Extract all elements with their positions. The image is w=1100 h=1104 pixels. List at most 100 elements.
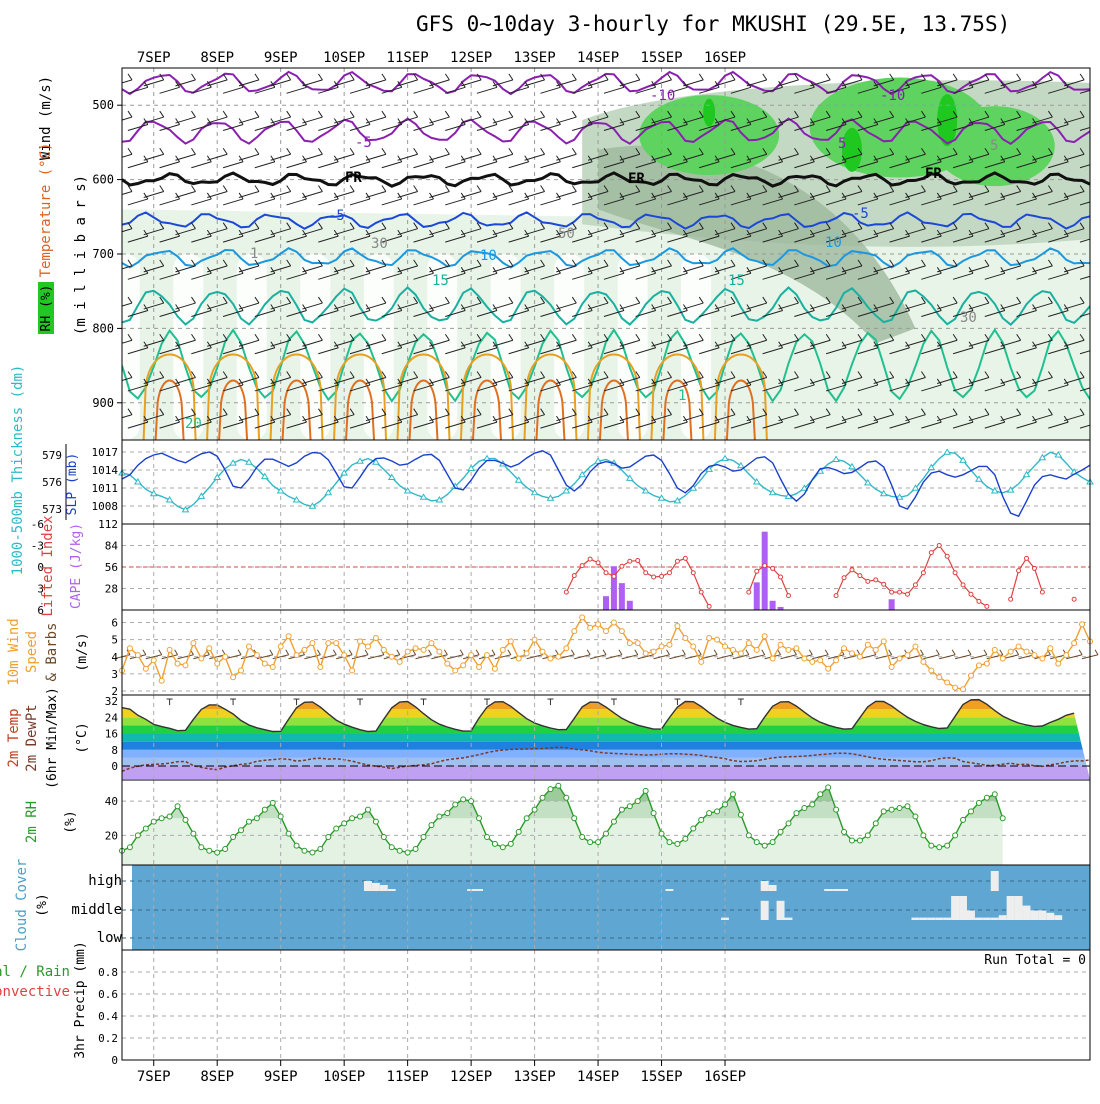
wind-barb xyxy=(572,86,593,94)
wind-barb xyxy=(793,649,797,656)
wind-barb xyxy=(1063,302,1085,310)
wind-barb xyxy=(730,73,736,81)
wind-barb xyxy=(809,229,815,237)
wind-barb xyxy=(984,148,990,155)
wind-speed-line-point xyxy=(825,665,832,672)
temp-band xyxy=(122,725,1090,734)
wind-barb xyxy=(1079,334,1085,341)
wind-barb xyxy=(492,228,513,236)
wind-barb xyxy=(191,334,196,341)
wind-barb xyxy=(222,334,228,341)
wind-barb xyxy=(1016,222,1022,229)
wind-barb xyxy=(365,377,387,384)
wind-barb xyxy=(1096,156,1100,162)
rh2m-line-point xyxy=(174,803,181,810)
wind-barb xyxy=(492,191,513,198)
wind-barb xyxy=(1016,334,1022,341)
wind-barb xyxy=(1016,408,1022,415)
wind-barb xyxy=(508,347,529,355)
wind-barb xyxy=(524,341,530,348)
rh2m-line-point xyxy=(547,786,554,793)
wind-barb xyxy=(841,229,847,237)
wind-barb xyxy=(302,155,307,162)
wind-barb xyxy=(270,153,291,161)
wind-barb xyxy=(444,259,450,267)
wind-barb xyxy=(460,415,466,423)
wind-barb xyxy=(1016,161,1037,169)
wind-barb xyxy=(699,198,720,206)
wind-barb xyxy=(637,654,654,660)
wind-barb xyxy=(936,341,942,348)
wind-barb xyxy=(889,347,910,355)
wind-barb xyxy=(730,198,752,206)
wind-barb xyxy=(730,110,736,118)
wind-barb xyxy=(873,265,894,273)
wind-barb xyxy=(318,124,339,131)
rh2m-line-point xyxy=(293,842,300,849)
wind-barb xyxy=(1048,161,1069,169)
wind-barb xyxy=(333,192,339,200)
cape-tick-label: 28 xyxy=(105,583,118,596)
wind-barb xyxy=(714,415,720,423)
wind-barb xyxy=(841,304,847,311)
wind-barb xyxy=(333,378,339,386)
wind-barb xyxy=(476,272,498,280)
wind-barb xyxy=(1079,110,1085,118)
wind-barb xyxy=(1063,377,1085,384)
wind-barb xyxy=(714,302,736,310)
wind-barb xyxy=(635,408,641,415)
wind-barb xyxy=(365,81,371,88)
wind-barb xyxy=(381,124,402,131)
wind-barb xyxy=(318,198,339,206)
wind-barb xyxy=(762,347,783,355)
wind-barb xyxy=(191,222,196,229)
wind-barb xyxy=(222,235,244,243)
lifted-index-point xyxy=(849,567,855,573)
rh2m-line-point xyxy=(563,794,570,801)
wind-barb xyxy=(921,272,942,280)
wind-barb xyxy=(302,415,307,423)
wind-barb xyxy=(318,384,339,392)
wind-barb xyxy=(159,235,180,243)
wind-barb xyxy=(143,153,164,161)
wind-barb xyxy=(122,414,133,419)
contour-label: 15 xyxy=(432,273,449,289)
wind-barb xyxy=(841,116,863,124)
wind-speed-line-point xyxy=(769,655,776,662)
cape-tick-label: 84 xyxy=(105,540,119,553)
wind-barb xyxy=(1048,198,1069,206)
wind-barb xyxy=(714,155,720,162)
wind-barb xyxy=(603,296,609,304)
wind-barb xyxy=(571,110,577,118)
wind-barb xyxy=(286,161,307,169)
wind-barb xyxy=(365,116,387,124)
wind-barb xyxy=(413,235,434,243)
wind-barb xyxy=(318,185,323,192)
wind-barb xyxy=(619,229,625,237)
wind-barb xyxy=(396,649,401,656)
rh2m-line-point xyxy=(642,787,649,794)
wind-barb xyxy=(746,377,767,384)
wind-barb xyxy=(745,649,750,656)
wind-barb xyxy=(127,384,149,392)
cloud-mid-bar xyxy=(1054,915,1063,920)
cloud-high-bar xyxy=(832,889,841,891)
rh2m-line-point xyxy=(595,839,602,846)
wind-barb xyxy=(603,421,625,429)
date-label-bottom: 16SEP xyxy=(704,1069,746,1085)
wind-barb xyxy=(936,378,942,386)
wind-barb xyxy=(524,302,545,310)
wind-barb xyxy=(651,228,672,236)
wind-barb xyxy=(286,86,307,94)
wind-barb xyxy=(492,267,498,274)
rh-tick-label: 40 xyxy=(105,795,118,808)
rh2m-line-point xyxy=(206,847,213,854)
wind-barb xyxy=(460,377,482,384)
wind-barb xyxy=(556,378,561,386)
wind-speed-line-point xyxy=(975,662,982,669)
wind-barb xyxy=(206,118,212,125)
wind-barb xyxy=(475,649,480,656)
wind-barb xyxy=(651,415,657,423)
wind-barb xyxy=(413,198,434,206)
wind-barb xyxy=(746,153,767,161)
